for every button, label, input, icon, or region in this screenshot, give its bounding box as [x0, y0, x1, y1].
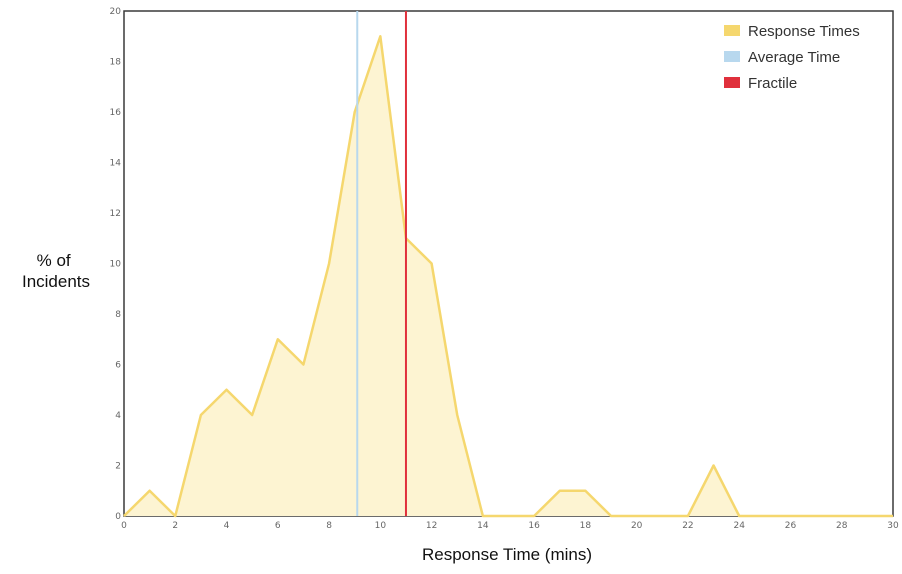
- series-line-0: [123, 35, 893, 518]
- y-tick-label: 8: [115, 310, 121, 320]
- x-tick-label: 18: [580, 521, 592, 531]
- x-tick-label: 16: [528, 521, 540, 531]
- legend: Response Times Average Time Fractile: [724, 23, 860, 92]
- legend-label: Average Time: [748, 49, 840, 66]
- x-tick-label: 2: [172, 521, 178, 531]
- y-tick-label: 14: [110, 159, 122, 169]
- x-tick-label: 4: [224, 521, 230, 531]
- legend-swatch: [724, 25, 740, 36]
- y-tick-label: 18: [110, 58, 122, 68]
- y-tick-label: 10: [110, 260, 122, 270]
- legend-label: Response Times: [748, 23, 860, 40]
- y-tick-label: 16: [110, 108, 122, 118]
- x-tick-label: 24: [733, 521, 745, 531]
- x-tick-label: 20: [631, 521, 643, 531]
- y-axis-title-line-1: % of: [37, 251, 71, 270]
- y-axis-title: % of Incidents: [22, 251, 90, 291]
- y-tick-label: 4: [115, 411, 121, 421]
- x-tick-label: 14: [477, 521, 489, 531]
- x-tick-label: 26: [785, 521, 797, 531]
- x-tick-label: 30: [887, 521, 899, 531]
- x-tick-label: 12: [426, 521, 437, 531]
- x-tick-label: 22: [682, 521, 693, 531]
- x-tick-label: 6: [275, 521, 281, 531]
- series-area-fill: [124, 36, 893, 516]
- x-axis-title: Response Time (mins): [422, 545, 592, 564]
- legend-swatch: [724, 51, 740, 62]
- legend-swatch: [724, 77, 740, 88]
- y-tick-label: 0: [115, 512, 121, 522]
- plot-layer: [123, 10, 894, 518]
- y-tick-label: 12: [110, 209, 121, 219]
- x-tick-label: 28: [836, 521, 848, 531]
- y-tick-label: 20: [110, 7, 122, 17]
- x-tick-label: 10: [375, 521, 387, 531]
- x-tick-label: 8: [326, 521, 332, 531]
- x-tick-label: 0: [121, 521, 127, 531]
- legend-label: Fractile: [748, 75, 797, 92]
- y-axis-title-line-2: Incidents: [22, 272, 90, 291]
- tick-labels: 0 2 4 6 8 10 12 14 16 18 20 22 24 26 28 300246810121416…: [110, 7, 899, 531]
- y-tick-label: 2: [115, 462, 121, 472]
- y-tick-label: 6: [115, 361, 121, 371]
